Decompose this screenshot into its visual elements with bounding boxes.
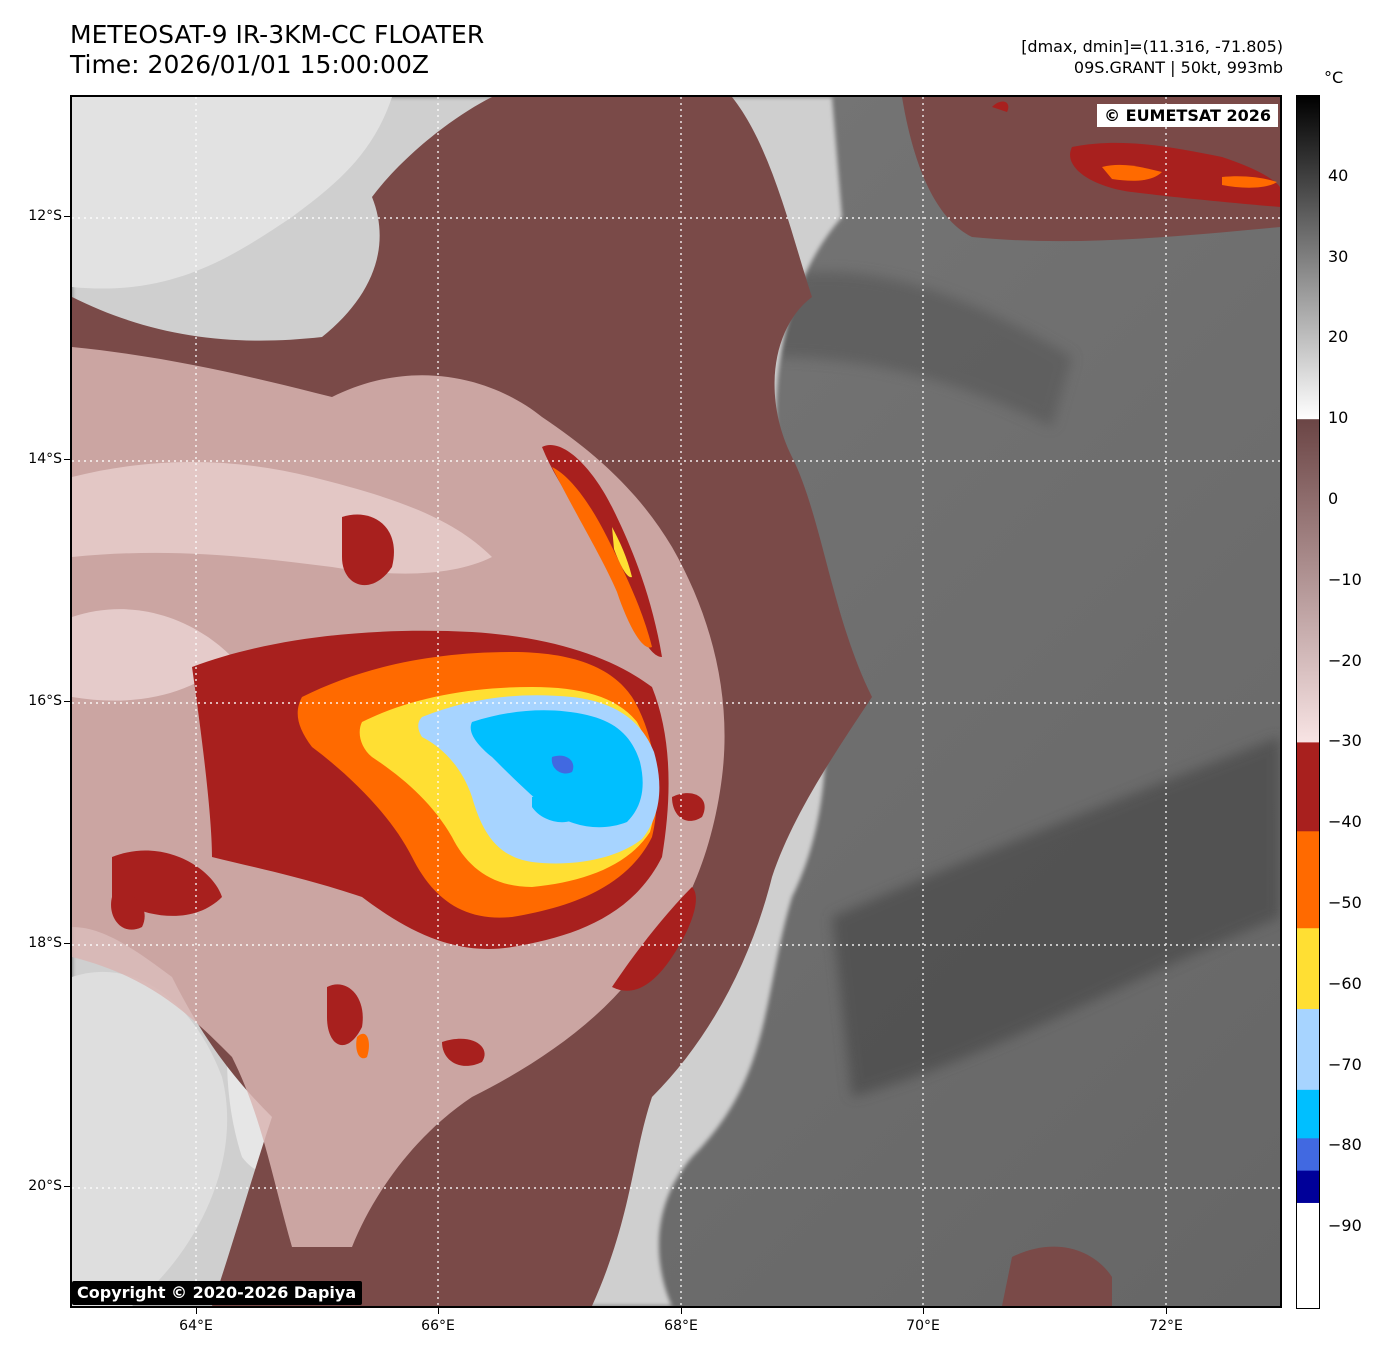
lat-tick (64, 943, 70, 944)
lat-tick (64, 459, 70, 460)
satellite-image (70, 95, 1282, 1308)
colorbar-tick-label: 30 (1328, 246, 1349, 266)
colorbar-band (1297, 742, 1319, 832)
colorbar-band (1297, 1202, 1319, 1308)
lat-label-16s: 16°S (28, 693, 62, 709)
lat-tick (64, 216, 70, 217)
colorbar-tick-label: −20 (1328, 650, 1362, 670)
ir-imagery (72, 97, 1280, 1306)
dmax-dmin-readout: [dmax, dmin]=(11.316, -71.805) (1021, 37, 1283, 56)
colorbar-tick-label: −50 (1328, 893, 1362, 912)
colorbar-tick-label: −90 (1328, 1216, 1362, 1236)
colorbar-unit: °C (1324, 68, 1344, 87)
colorbar-band (1297, 1089, 1319, 1139)
lon-label-66e: 66°E (421, 1318, 455, 1334)
valid-time: Time: 2026/01/01 15:00:00Z (70, 50, 429, 79)
lat-label-20s: 20°S (28, 1178, 62, 1194)
eumetsat-credit: © EUMETSAT 2026 (1097, 104, 1278, 127)
lat-label-18s: 18°S (28, 935, 62, 951)
lon-tick (681, 1308, 682, 1314)
colorbar-band (1297, 96, 1319, 420)
colorbar-band (1297, 831, 1319, 929)
map-title: METEOSAT-9 IR-3KM-CC FLOATER Time: 2026/… (70, 20, 484, 80)
product-title: METEOSAT-9 IR-3KM-CC FLOATER (70, 20, 485, 49)
colorbar-tick-label: 20 (1328, 327, 1349, 347)
colorbar-band (1297, 1138, 1319, 1172)
storm-metadata: [dmax, dmin]=(11.316, -71.805) 09S.GRANT… (1021, 36, 1283, 78)
colorbar-tick-label: 10 (1328, 408, 1349, 428)
dapiya-copyright: Copyright © 2020-2026 Dapiya (72, 1281, 363, 1305)
lon-tick (1166, 1308, 1167, 1314)
colorbar (1296, 95, 1320, 1309)
colorbar-tick-label: 40 (1328, 165, 1349, 185)
lon-tick (438, 1308, 439, 1314)
lat-tick (64, 1186, 70, 1187)
colorbar-tick-label: 0 (1328, 489, 1339, 508)
colorbar-band (1297, 928, 1319, 1010)
lon-label-68e: 68°E (664, 1318, 698, 1334)
lon-label-64e: 64°E (179, 1318, 213, 1334)
lat-label-14s: 14°S (28, 451, 62, 467)
colorbar-tick-label: −70 (1328, 1054, 1362, 1074)
colorbar-scale (1297, 96, 1319, 1308)
colorbar-band (1297, 419, 1319, 743)
colorbar-band (1297, 1170, 1319, 1204)
colorbar-band (1297, 1009, 1319, 1091)
colorbar-tick-label: −40 (1328, 812, 1362, 832)
colorbar-tick-label: −80 (1328, 1135, 1362, 1155)
colorbar-tick-label: −60 (1328, 973, 1362, 993)
lat-label-12s: 12°S (28, 208, 62, 224)
storm-info: 09S.GRANT | 50kt, 993mb (1073, 58, 1283, 77)
lon-label-70e: 70°E (906, 1318, 940, 1334)
colorbar-tick-label: −30 (1328, 731, 1362, 751)
lat-tick (64, 701, 70, 702)
lon-tick (923, 1308, 924, 1314)
lon-tick (196, 1308, 197, 1314)
colorbar-tick-label: −10 (1328, 569, 1362, 589)
lon-label-72e: 72°E (1149, 1318, 1183, 1334)
